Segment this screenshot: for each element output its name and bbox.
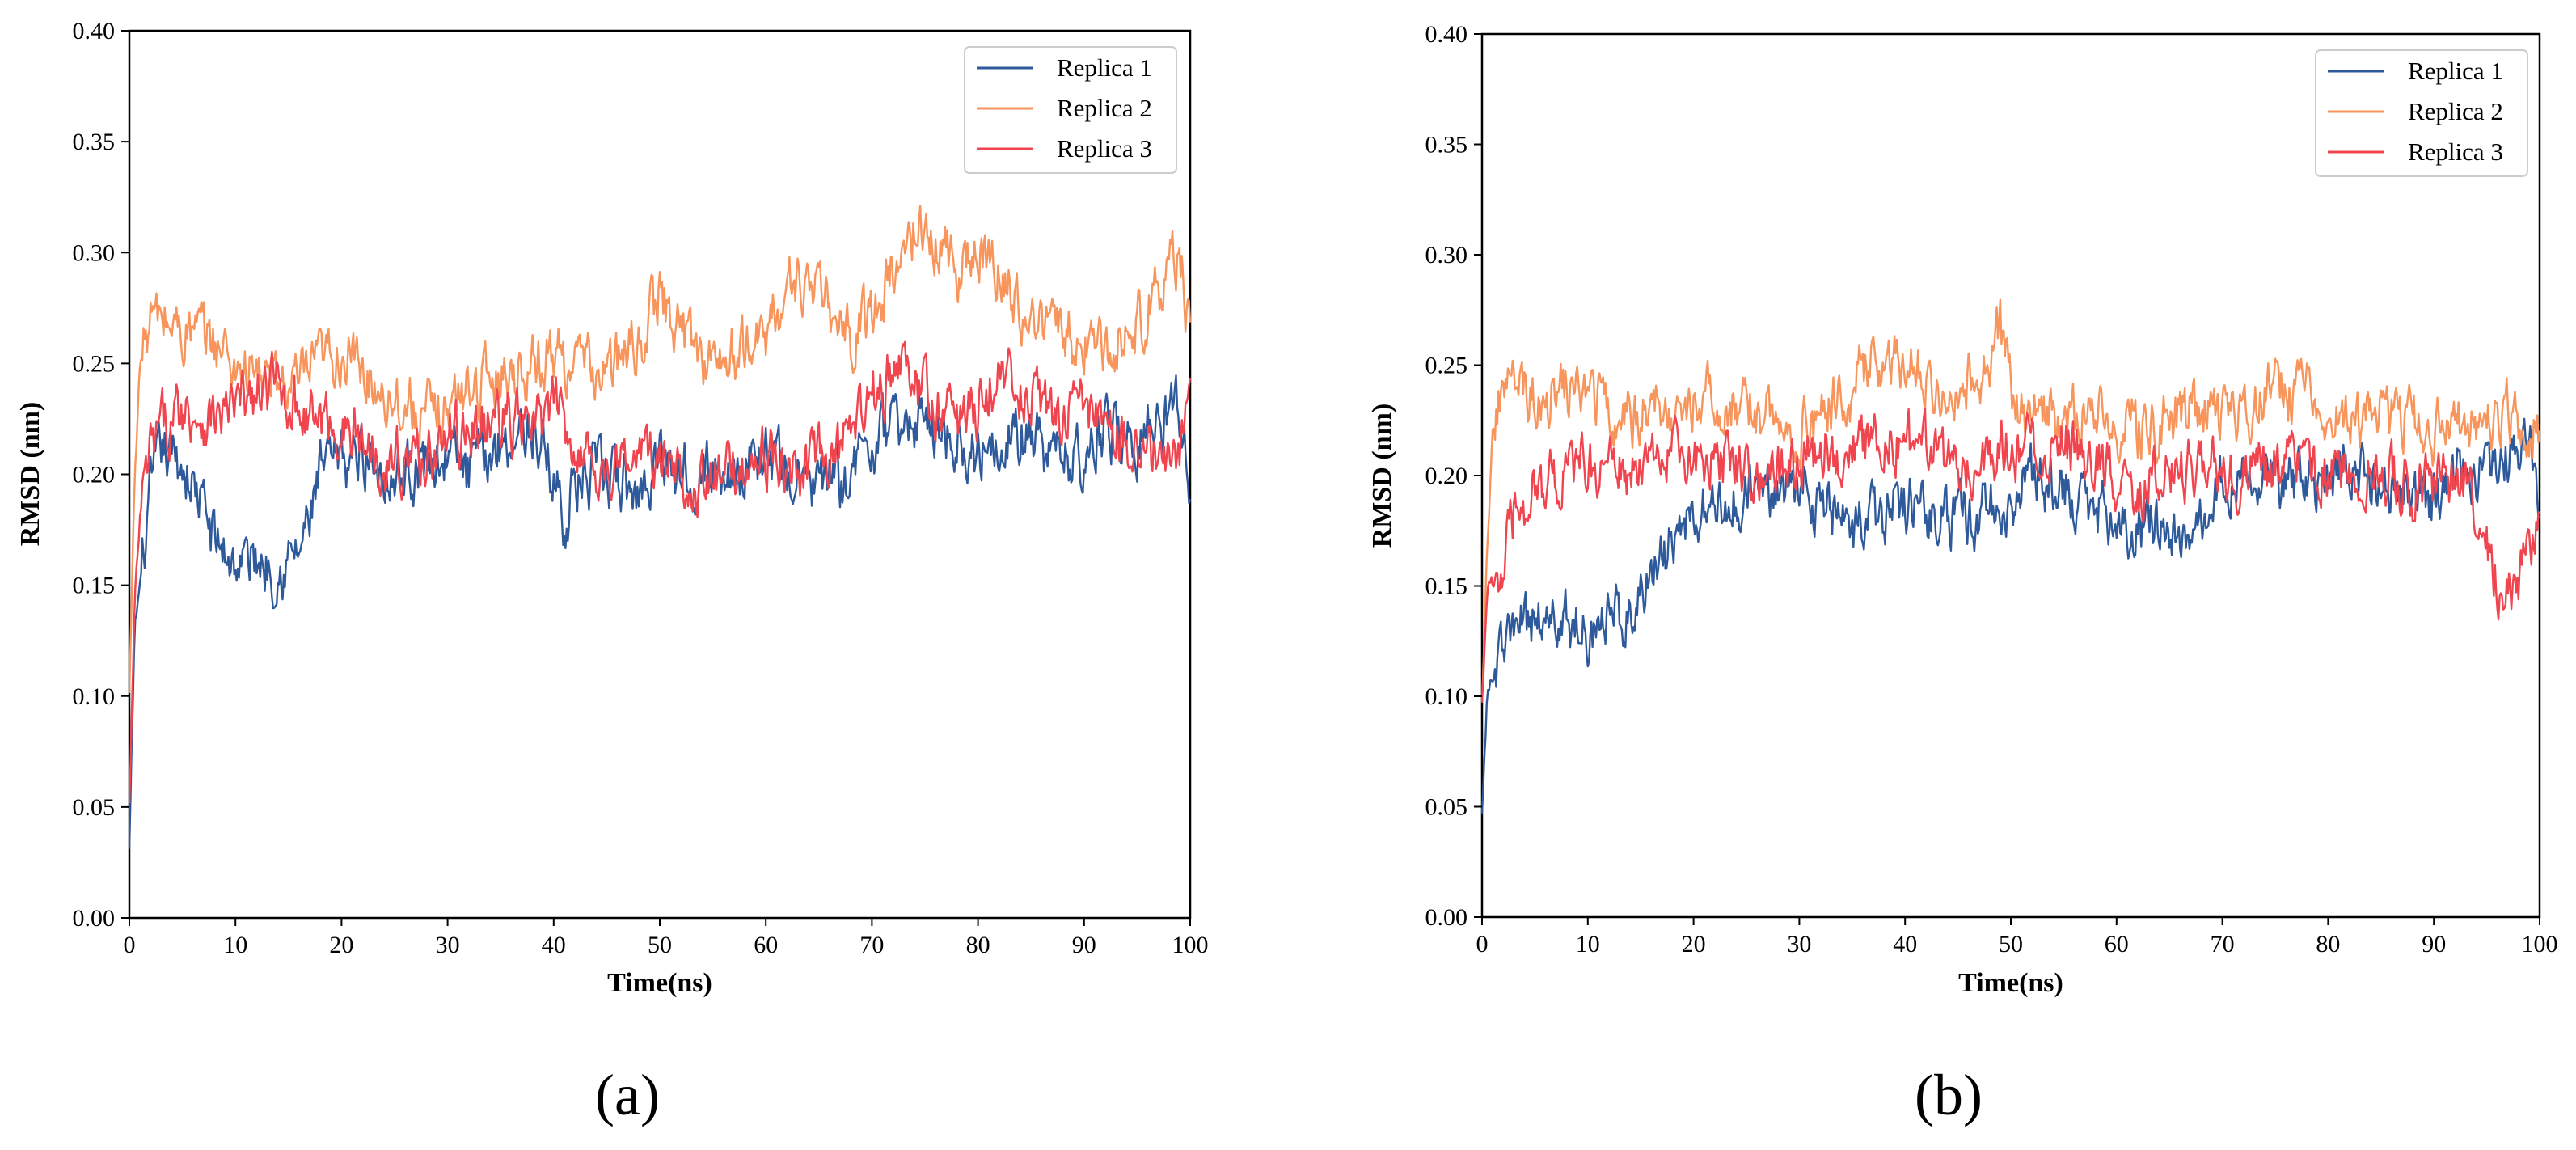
x-tick-label: 30: [436, 932, 460, 958]
y-tick-label: 0.10: [1425, 683, 1468, 710]
panel-label-a: (a): [595, 1063, 660, 1127]
y-tick-label: 0.15: [73, 573, 116, 599]
x-axis-title: Time(ns): [1958, 968, 2063, 998]
series-line-replica-3: [1480, 408, 2540, 702]
x-tick-label: 20: [1682, 931, 1706, 958]
chart-panel-b: 0 10 20 30 40 50 60 70 80 90 100 0.00 0.05 0.10 0.15 0.…: [1367, 21, 2558, 1127]
x-tick-label: 50: [648, 932, 672, 958]
y-tick-label: 0.20: [73, 462, 116, 488]
x-tick-label: 0: [1476, 931, 1489, 958]
y-tick-label: 0.00: [73, 905, 116, 932]
y-tick-label: 0.30: [73, 239, 116, 266]
x-tick-label: 80: [966, 932, 990, 958]
x-tick-label: 60: [2105, 931, 2129, 958]
y-tick-label: 0.35: [1425, 132, 1468, 159]
x-tick-label: 90: [2422, 931, 2446, 958]
y-tick-label: 0.40: [73, 18, 116, 44]
series-layer: [1480, 298, 2541, 814]
y-axis-title: RMSD (nm): [15, 402, 45, 546]
legend-label-replica-3: Replica 3: [1057, 134, 1152, 163]
legend-label-replica-3: Replica 3: [2408, 137, 2503, 166]
legend-label-replica-2: Replica 2: [2408, 97, 2503, 125]
series-line-replica-1: [128, 374, 1192, 849]
x-tick-label: 80: [2316, 931, 2340, 958]
chart-panel-a: 0 10 20 30 40 50 60 70 80 90 100 0.00 0.05 0.10 0.15 0.…: [15, 18, 1209, 1127]
series-line-replica-1: [1480, 417, 2540, 814]
x-tick-label: 90: [1072, 932, 1096, 958]
x-tick-label: 100: [1172, 932, 1209, 958]
series-layer: [128, 205, 1192, 849]
y-tick-label: 0.25: [73, 350, 116, 377]
axis-layer: 0 10 20 30 40 50 60 70 80 90 100 0.00 0.05 0.10 0.15 0.…: [73, 18, 1209, 958]
y-tick-label: 0.05: [73, 794, 116, 821]
plot-frame: [128, 29, 1192, 920]
y-tick-label: 0.15: [1425, 573, 1468, 600]
legend-box: [2315, 49, 2528, 177]
x-tick-label: 70: [2211, 931, 2235, 958]
axis-layer: 0 10 20 30 40 50 60 70 80 90 100 0.00 0.05 0.10 0.15 0.…: [1425, 21, 2558, 958]
x-tick-label: 10: [223, 932, 247, 958]
x-tick-label: 30: [1787, 931, 1811, 958]
y-tick-label: 0.00: [1425, 904, 1468, 931]
x-tick-label: 50: [1999, 931, 2023, 958]
y-tick-label: 0.10: [73, 683, 116, 710]
x-tick-label: 10: [1576, 931, 1600, 958]
y-tick-label: 0.30: [1425, 242, 1468, 268]
x-tick-label: 60: [754, 932, 778, 958]
panel-label-b: (b): [1915, 1063, 1983, 1127]
x-tick-label: 100: [2522, 931, 2558, 958]
x-tick-label: 70: [859, 932, 884, 958]
legend: Replica 1 Replica 2 Replica 3: [964, 46, 1177, 174]
y-tick-label: 0.25: [1425, 353, 1468, 379]
y-axis-title: RMSD (nm): [1367, 404, 1397, 548]
series-line-replica-2: [1480, 298, 2541, 703]
x-axis-title: Time(ns): [607, 968, 712, 998]
series-line-replica-3: [128, 340, 1192, 804]
series-line-replica-2: [128, 205, 1192, 694]
y-tick-label: 0.05: [1425, 794, 1468, 821]
x-tick-label: 40: [542, 932, 566, 958]
x-tick-label: 40: [1893, 931, 1917, 958]
y-tick-label: 0.40: [1425, 21, 1468, 48]
legend: Replica 1 Replica 2 Replica 3: [2315, 49, 2528, 177]
x-tick-label: 0: [124, 932, 136, 958]
y-tick-label: 0.35: [73, 129, 116, 155]
plot-frame: [1480, 32, 2541, 919]
legend-label-replica-1: Replica 1: [2408, 57, 2503, 85]
x-tick-label: 20: [329, 932, 353, 958]
legend-label-replica-2: Replica 2: [1057, 94, 1152, 122]
y-tick-label: 0.20: [1425, 463, 1468, 489]
legend-label-replica-1: Replica 1: [1057, 53, 1152, 82]
legend-box: [964, 46, 1177, 174]
